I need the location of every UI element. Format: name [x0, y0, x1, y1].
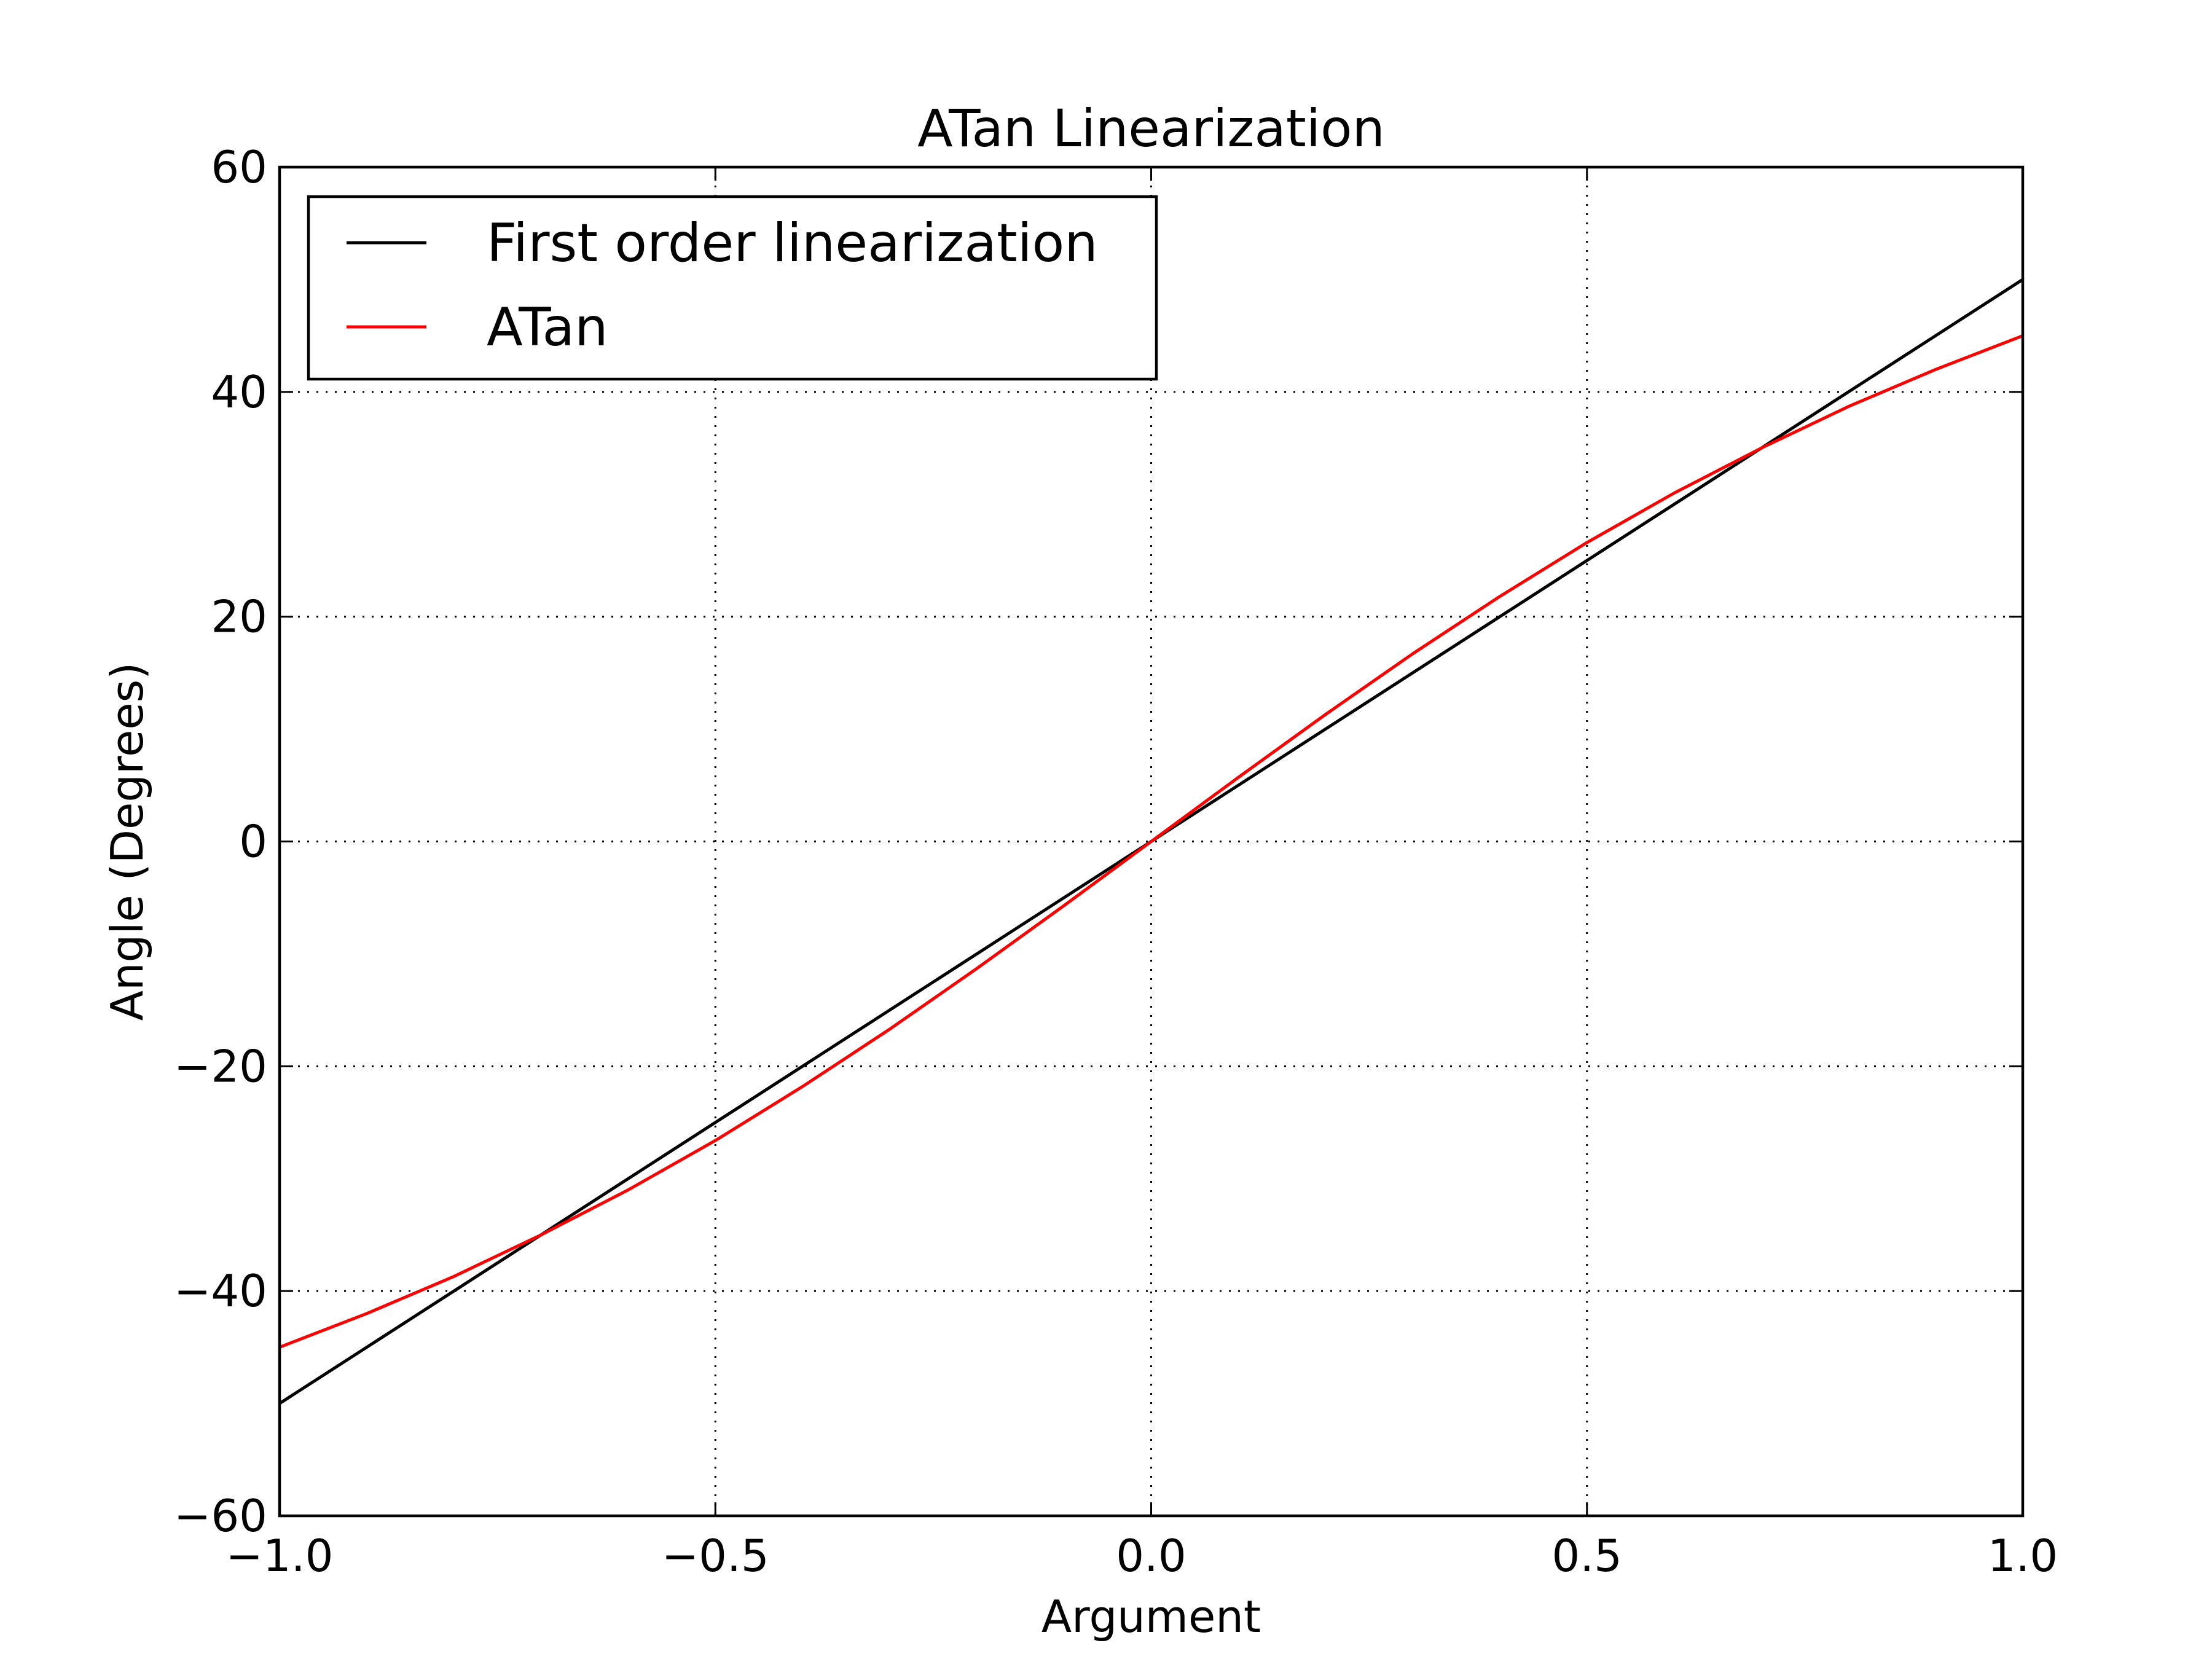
y-axis-label: Angle (Degrees)	[101, 662, 153, 1021]
legend-label-first-order: First order linearization	[487, 213, 1098, 274]
legend: First order linearization ATan	[307, 195, 1158, 381]
x-tick-label: 0.5	[1551, 1530, 1622, 1582]
y-tick-label: 20	[211, 591, 267, 643]
chart-title: ATan Linearization	[917, 98, 1385, 159]
legend-box	[307, 195, 1158, 381]
axis-ticks: −1.0 −0.5 0.0 0.5 1.0 −60 −40 −20 0 20 40 60	[174, 141, 2058, 1582]
x-tick-label: −0.5	[662, 1530, 769, 1582]
x-tick-label: 1.0	[1988, 1530, 2058, 1582]
x-tick-label: 0.0	[1116, 1530, 1186, 1582]
y-tick-label: −20	[174, 1040, 267, 1092]
series-lines	[278, 278, 2024, 1405]
y-tick-label: 60	[211, 141, 267, 193]
x-tick-label: −1.0	[226, 1530, 334, 1582]
legend-label-atan: ATan	[487, 297, 608, 358]
y-tick-label: −60	[174, 1490, 267, 1542]
x-axis-label: Argument	[1041, 1591, 1261, 1642]
y-tick-label: −40	[174, 1265, 267, 1317]
y-tick-label: 40	[211, 366, 267, 418]
y-tick-label: 0	[239, 816, 267, 868]
atan-line	[279, 334, 2023, 1349]
